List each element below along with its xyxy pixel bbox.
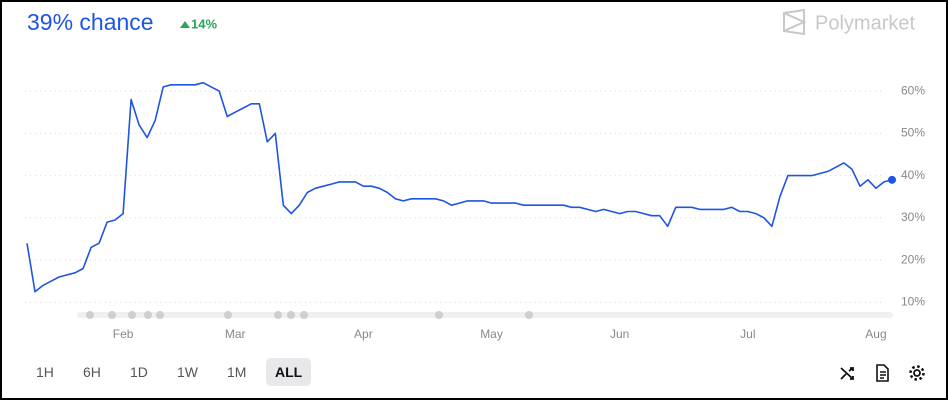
shuffle-icon[interactable] (838, 363, 858, 383)
x-tick-label: May (480, 327, 503, 341)
x-tick-label: Apr (354, 327, 373, 341)
x-tick-label: Jul (740, 327, 755, 341)
x-tick-label: Feb (113, 327, 134, 341)
range-button[interactable]: 1M (227, 364, 247, 380)
line (26, 81, 893, 293)
up-arrow (180, 21, 190, 28)
y-tick-label: 50% (901, 126, 925, 140)
last-point (888, 175, 896, 184)
y-tick-label: 10% (901, 294, 925, 308)
x-tick-label: Mar (225, 327, 246, 341)
y-tick-label: 30% (901, 210, 925, 224)
brand-logo (783, 8, 807, 36)
range-button[interactable]: 1H (36, 364, 54, 380)
chart-title: 39% chance (27, 9, 154, 35)
settings-icon[interactable] (907, 363, 927, 383)
range-button[interactable]: 1W (177, 364, 198, 380)
y-tick-label: 40% (901, 168, 925, 182)
document-icon[interactable] (872, 363, 892, 383)
x-tick-label: Jun (610, 327, 629, 341)
range-button[interactable]: 6H (83, 364, 101, 380)
event-dots (86, 311, 533, 319)
range-button[interactable]: 1D (130, 364, 148, 380)
brand: Polymarket (815, 12, 915, 34)
range-button[interactable]: ALL (266, 358, 312, 386)
x-tick-label: Aug (865, 327, 886, 341)
y-tick-label: 60% (901, 83, 925, 97)
change: 14% (191, 16, 217, 31)
y-tick-label: 20% (901, 252, 925, 266)
